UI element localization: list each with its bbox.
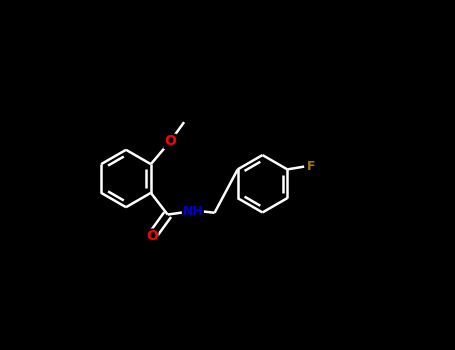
Text: F: F xyxy=(307,160,315,173)
Text: NH: NH xyxy=(182,204,203,218)
Text: O: O xyxy=(164,134,176,148)
Text: O: O xyxy=(146,229,158,243)
